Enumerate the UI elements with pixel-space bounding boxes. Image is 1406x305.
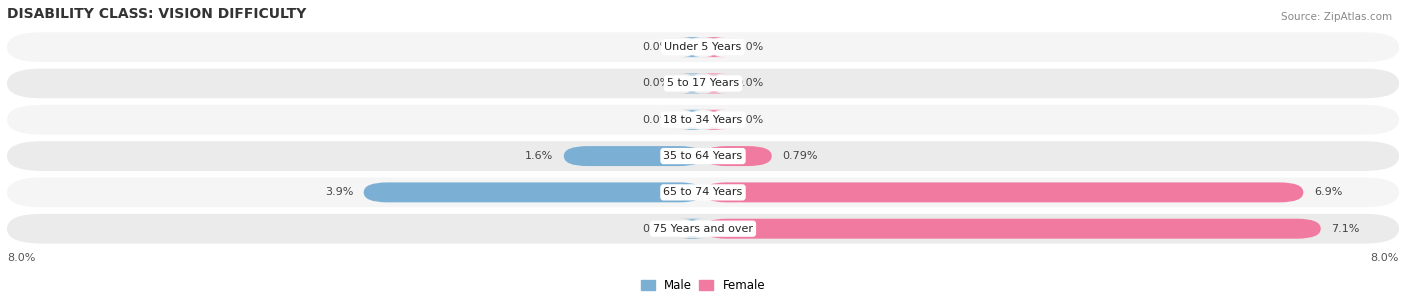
Text: 18 to 34 Years: 18 to 34 Years xyxy=(664,115,742,125)
Text: Source: ZipAtlas.com: Source: ZipAtlas.com xyxy=(1281,12,1392,22)
FancyBboxPatch shape xyxy=(7,141,1399,171)
FancyBboxPatch shape xyxy=(703,182,1303,203)
FancyBboxPatch shape xyxy=(700,110,727,130)
FancyBboxPatch shape xyxy=(7,214,1399,244)
FancyBboxPatch shape xyxy=(7,32,1399,62)
Text: 3.9%: 3.9% xyxy=(325,187,353,197)
Text: 8.0%: 8.0% xyxy=(1371,253,1399,264)
Text: 65 to 74 Years: 65 to 74 Years xyxy=(664,187,742,197)
FancyBboxPatch shape xyxy=(703,146,772,166)
FancyBboxPatch shape xyxy=(7,69,1399,98)
Text: 8.0%: 8.0% xyxy=(7,253,35,264)
FancyBboxPatch shape xyxy=(700,37,727,57)
Text: 35 to 64 Years: 35 to 64 Years xyxy=(664,151,742,161)
Text: 0.0%: 0.0% xyxy=(643,115,671,125)
Text: 0.0%: 0.0% xyxy=(735,42,763,52)
Text: 0.79%: 0.79% xyxy=(782,151,818,161)
FancyBboxPatch shape xyxy=(679,219,706,239)
FancyBboxPatch shape xyxy=(364,182,703,203)
FancyBboxPatch shape xyxy=(564,146,703,166)
FancyBboxPatch shape xyxy=(679,110,706,130)
FancyBboxPatch shape xyxy=(679,74,706,93)
Text: 0.0%: 0.0% xyxy=(643,42,671,52)
Text: 7.1%: 7.1% xyxy=(1331,224,1360,234)
FancyBboxPatch shape xyxy=(7,105,1399,135)
Text: 0.0%: 0.0% xyxy=(643,224,671,234)
FancyBboxPatch shape xyxy=(679,37,706,57)
FancyBboxPatch shape xyxy=(7,178,1399,207)
Text: 0.0%: 0.0% xyxy=(735,78,763,88)
FancyBboxPatch shape xyxy=(703,219,1320,239)
Text: 0.0%: 0.0% xyxy=(735,115,763,125)
Text: 6.9%: 6.9% xyxy=(1313,187,1343,197)
Text: 0.0%: 0.0% xyxy=(643,78,671,88)
Text: Under 5 Years: Under 5 Years xyxy=(665,42,741,52)
Text: 5 to 17 Years: 5 to 17 Years xyxy=(666,78,740,88)
Legend: Male, Female: Male, Female xyxy=(636,274,770,297)
Text: 75 Years and over: 75 Years and over xyxy=(652,224,754,234)
Text: 1.6%: 1.6% xyxy=(524,151,554,161)
Text: DISABILITY CLASS: VISION DIFFICULTY: DISABILITY CLASS: VISION DIFFICULTY xyxy=(7,7,307,21)
FancyBboxPatch shape xyxy=(700,74,727,93)
